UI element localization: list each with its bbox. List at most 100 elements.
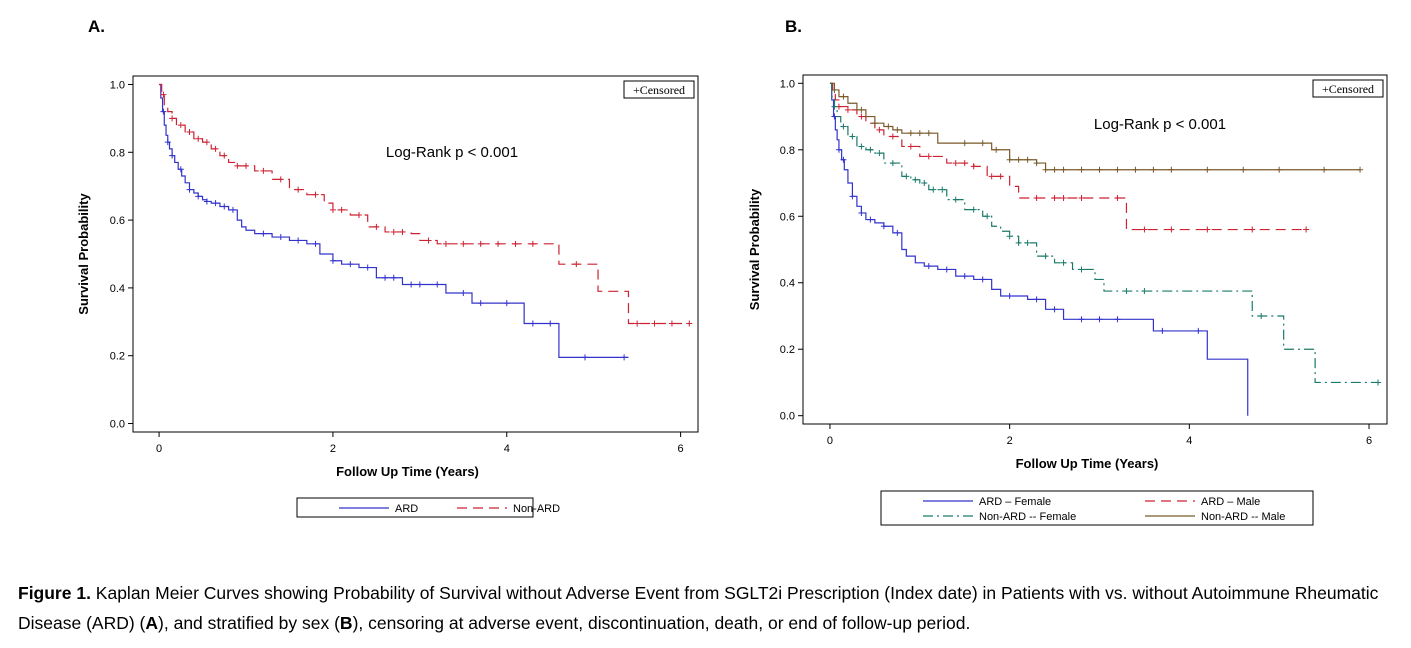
censor-mark (329, 206, 336, 213)
censor-mark (1006, 233, 1013, 240)
censor-mark (1051, 166, 1058, 173)
censor-mark (582, 354, 588, 361)
censor-mark (186, 186, 193, 193)
plot-frame (802, 74, 1388, 425)
caption-bold-b: B (339, 613, 353, 633)
censor-mark (312, 191, 319, 198)
censor-mark (221, 152, 228, 159)
y-tick-label: 0.4 (780, 278, 795, 290)
censor-mark (979, 276, 986, 283)
censor-mark (880, 223, 887, 230)
legend-label: ARD (395, 503, 418, 515)
censor-mark (512, 240, 519, 247)
censor-mark (347, 261, 354, 268)
censor-mark (390, 228, 397, 235)
censor-mark (930, 186, 937, 193)
censor-mark (1276, 166, 1283, 173)
censor-mark (203, 198, 210, 205)
censor-mark (477, 300, 484, 307)
censor-mark (234, 162, 241, 169)
censor-mark (840, 93, 847, 100)
censor-mark (1060, 166, 1067, 173)
censored-legend-box (1312, 79, 1384, 98)
x-tick-label: 4 (1186, 435, 1192, 447)
censor-mark (858, 143, 865, 150)
legend-label: ARD – Male (1201, 496, 1260, 508)
y-tick-label: 0.0 (780, 411, 795, 423)
censor-mark (916, 130, 923, 137)
x-tick-label: 6 (1366, 435, 1372, 447)
censor-mark (529, 240, 536, 247)
censor-mark (984, 213, 991, 220)
censor-mark (295, 237, 302, 244)
censor-mark (1033, 194, 1040, 201)
censor-mark (849, 193, 856, 200)
censor-mark (1060, 194, 1067, 201)
legend-box (296, 497, 534, 518)
censor-mark (952, 196, 959, 203)
y-tick-label: 0.4 (110, 283, 125, 295)
censor-mark (1321, 166, 1328, 173)
censor-mark (195, 135, 202, 142)
panel-label-a: A. (88, 17, 105, 36)
censor-mark (988, 173, 995, 180)
censor-mark (1141, 226, 1148, 233)
censor-mark (1015, 156, 1022, 163)
censor-mark (1114, 166, 1121, 173)
censor-mark (1042, 253, 1049, 260)
censor-mark (621, 354, 628, 361)
legend-label: Non-ARD (513, 503, 560, 515)
x-tick-label: 2 (1007, 435, 1013, 447)
caption-text-3: ), censoring at adverse event, discontin… (352, 613, 971, 633)
censor-mark (1024, 239, 1031, 246)
censor-mark (477, 240, 484, 247)
censor-mark (961, 160, 968, 167)
censor-mark (668, 320, 675, 327)
censor-mark (212, 200, 219, 207)
censor-mark (1078, 166, 1085, 173)
y-tick-label: 0.2 (780, 344, 795, 356)
y-tick-label: 0.6 (110, 215, 125, 227)
censor-mark (382, 274, 389, 281)
censor-mark (221, 203, 228, 210)
censor-mark (876, 126, 883, 133)
censor-mark (1303, 226, 1310, 233)
censor-mark (844, 106, 851, 113)
censor-mark (1114, 194, 1121, 201)
censor-mark (277, 234, 284, 241)
censor-mark (894, 229, 901, 236)
censor-mark (338, 206, 345, 213)
censor-mark (547, 320, 554, 327)
censor-mark (425, 237, 432, 244)
censor-mark (961, 273, 968, 280)
censor-mark (835, 146, 842, 153)
censor-mark (364, 264, 371, 271)
censor-mark (1159, 327, 1166, 334)
censor-mark (1132, 166, 1139, 173)
censor-mark (997, 173, 1004, 180)
censor-mark (907, 143, 914, 150)
censor-mark (1015, 239, 1022, 246)
caption-text-1: Kaplan Meier Curves showing Probability … (18, 583, 1379, 633)
censor-mark (858, 209, 865, 216)
figure-caption: Figure 1. Kaplan Meier Curves showing Pr… (18, 578, 1398, 638)
censor-mark (1123, 288, 1130, 295)
panel-label-b: B. (785, 17, 802, 36)
x-tick-label: 0 (827, 435, 833, 447)
y-tick-label: 0.8 (780, 145, 795, 157)
censor-mark (952, 160, 959, 167)
censor-mark (686, 320, 693, 327)
censor-mark (1240, 166, 1247, 173)
censor-mark (573, 261, 580, 268)
censor-mark (212, 145, 219, 152)
censor-mark (416, 281, 423, 288)
censor-mark (243, 162, 249, 169)
censor-mark (1042, 166, 1049, 173)
censor-mark (373, 223, 380, 230)
censor-mark (876, 150, 883, 157)
censored-legend-label: +Censored (633, 83, 685, 97)
censor-mark (1006, 156, 1013, 163)
caption-bold-a: A (145, 613, 159, 633)
censor-mark (921, 180, 928, 187)
censor-mark (1204, 226, 1211, 233)
